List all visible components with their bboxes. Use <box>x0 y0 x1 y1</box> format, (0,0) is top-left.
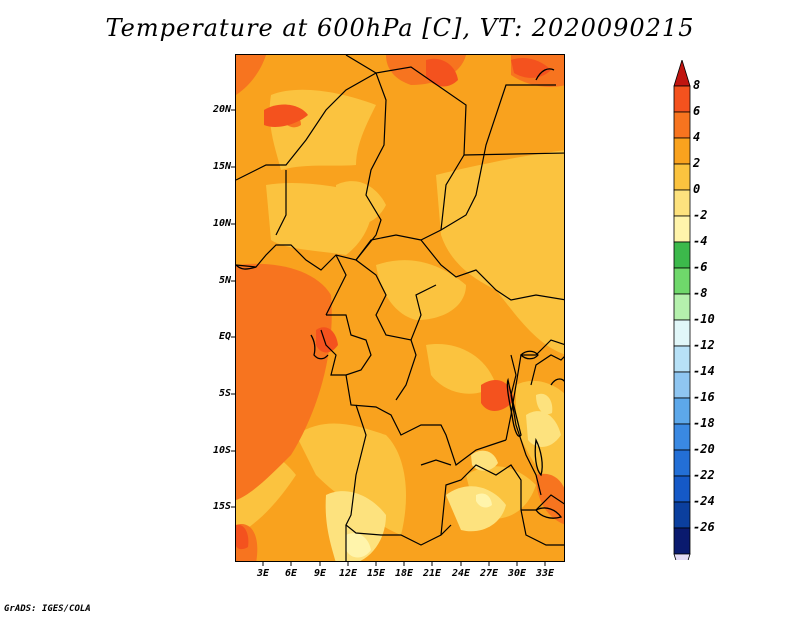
lon-label-27e: 27E <box>479 568 499 579</box>
chart-title: Temperature at 600hPa [C], VT: 202009021… <box>105 14 695 42</box>
lat-label-10n: 10N <box>212 218 231 229</box>
country-borders <box>236 55 564 561</box>
colorbar-swatch <box>673 163 691 191</box>
colorbar-swatch <box>673 137 691 165</box>
colorbar-swatch <box>673 501 691 529</box>
map-panel <box>235 54 565 562</box>
lon-label-12e: 12E <box>338 568 358 579</box>
colorbar-swatch <box>673 397 691 425</box>
lat-label-5n: 5N <box>218 275 231 286</box>
colorbar-swatch <box>673 111 691 139</box>
lat-label-15n: 15N <box>212 161 231 172</box>
lon-label-15e: 15E <box>366 568 386 579</box>
temperature-map <box>236 55 564 561</box>
colorbar-label: -6 <box>693 260 708 274</box>
colorbar-label: -10 <box>693 312 715 326</box>
colorbar-swatch <box>673 215 691 243</box>
colorbar-swatch <box>673 241 691 269</box>
colorbar-label: 0 <box>693 182 701 196</box>
colorbar-label: -24 <box>693 494 715 508</box>
grads-credit: GrADS: IGES/COLA <box>4 604 91 614</box>
lat-label-5s: 5S <box>218 388 231 399</box>
colorbar-label: 8 <box>693 78 701 92</box>
lat-label-20n: 20N <box>212 104 231 115</box>
lon-label-9e: 9E <box>313 568 327 579</box>
colorbar-label: -4 <box>693 234 708 248</box>
colorbar-swatch <box>673 189 691 217</box>
colorbar-label: 4 <box>693 130 701 144</box>
field-hot-regions <box>236 58 551 550</box>
lon-label-3e: 3E <box>256 568 270 579</box>
colorbar-swatch <box>673 371 691 399</box>
lon-label-30e: 30E <box>507 568 527 579</box>
field-coolest-regions <box>346 493 492 558</box>
colorbar-label: 6 <box>693 104 701 118</box>
colorbar-swatch <box>673 293 691 321</box>
colorbar-label: -20 <box>693 442 715 456</box>
colorbar-swatch <box>673 85 691 113</box>
colorbar-label: -16 <box>693 390 715 404</box>
colorbar-label: 2 <box>693 156 701 170</box>
colorbar <box>673 60 691 560</box>
colorbar-swatch <box>673 345 691 373</box>
lat-label-10s: 10S <box>212 445 231 456</box>
colorbar-arrow-top <box>673 60 691 87</box>
colorbar-label: -12 <box>693 338 715 352</box>
colorbar-label: -22 <box>693 468 715 482</box>
lat-label-eq: EQ <box>218 331 231 342</box>
lon-label-24e: 24E <box>451 568 471 579</box>
colorbar-label: -8 <box>693 286 708 300</box>
colorbar-swatch <box>673 475 691 503</box>
lon-label-18e: 18E <box>394 568 414 579</box>
colorbar-swatch <box>673 449 691 477</box>
field-cool-regions <box>325 393 561 561</box>
colorbar-label: -26 <box>693 520 715 534</box>
colorbar-swatch <box>673 527 691 555</box>
coastlines <box>236 68 564 519</box>
lat-label-15s: 15S <box>212 501 231 512</box>
colorbar-swatch <box>673 319 691 347</box>
lon-label-21e: 21E <box>422 568 442 579</box>
colorbar-arrow-bottom <box>673 553 691 560</box>
lon-label-6e: 6E <box>284 568 298 579</box>
lon-label-33e: 33E <box>535 568 555 579</box>
colorbar-swatch <box>673 267 691 295</box>
colorbar-label: -18 <box>693 416 715 430</box>
colorbar-label: -2 <box>693 208 708 222</box>
colorbar-swatch <box>673 423 691 451</box>
colorbar-label: -14 <box>693 364 715 378</box>
